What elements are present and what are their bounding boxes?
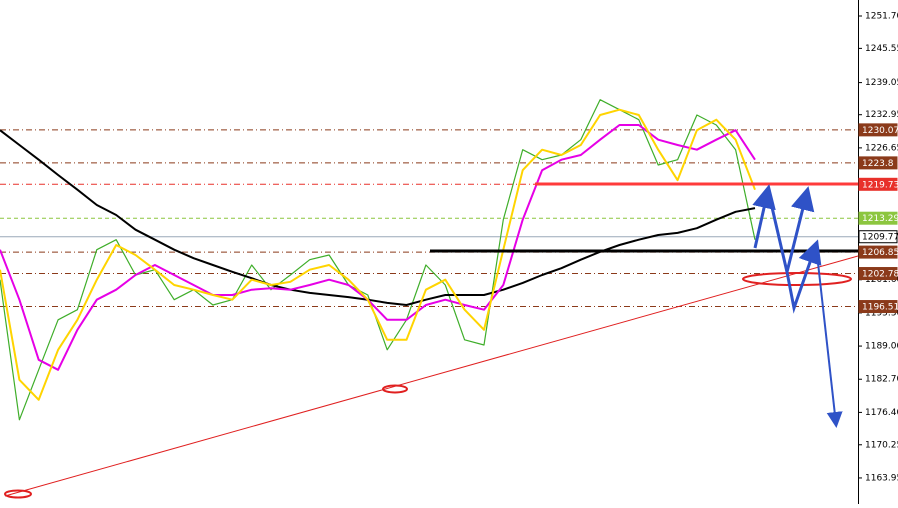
y-tick-label: 1176.40 xyxy=(865,408,898,418)
level-label: 1202.78 xyxy=(862,270,898,280)
levels xyxy=(0,129,858,308)
level-label-box xyxy=(858,267,898,281)
level-label: 1223.8 xyxy=(862,159,894,169)
projection-arrow xyxy=(752,184,776,249)
price-series xyxy=(0,108,756,401)
y-tick-label: 1189.00 xyxy=(865,342,898,352)
level-label-box xyxy=(858,300,898,314)
level-label: 1196.51 xyxy=(862,303,898,313)
y-tick-label: 1195.30 xyxy=(865,308,898,318)
level-label: 1213.29 xyxy=(862,214,898,224)
y-axis: 1251.70 1245.55 1239.05 1232.95 1226.65 1201.… xyxy=(858,12,898,483)
level-label-box xyxy=(858,123,898,137)
y-tick-label: 1239.05 xyxy=(865,78,898,88)
level-label-box xyxy=(858,177,898,191)
level-label-box xyxy=(858,211,898,225)
level-label-box xyxy=(858,245,898,259)
level-label: 1230.07 xyxy=(862,126,898,136)
y-tick-label: 1232.95 xyxy=(865,110,898,120)
level-label: 1206.85 xyxy=(862,248,898,258)
y-tick-label: 1170.25 xyxy=(865,440,898,450)
y-tick-label: 1163.95 xyxy=(865,473,898,483)
level-label: 1209.77 xyxy=(862,233,898,243)
price-series xyxy=(0,124,756,371)
trend-line xyxy=(4,255,859,497)
highlight-ellipse xyxy=(742,272,852,286)
level-label-box xyxy=(858,230,898,244)
price-series xyxy=(0,129,756,306)
level-label-box xyxy=(858,156,898,170)
highlight-ellipse xyxy=(4,489,32,499)
projection-arrow xyxy=(815,244,843,428)
highlight-ellipse xyxy=(382,384,408,394)
series xyxy=(0,99,756,421)
y-tick-label: 1245.55 xyxy=(865,44,898,54)
price-series xyxy=(0,99,756,421)
y-tick-label: 1182.70 xyxy=(865,375,898,385)
y-tick-label: 1226.65 xyxy=(865,143,898,153)
level-label: 1219.73 xyxy=(862,180,898,190)
projection-arrow xyxy=(785,239,822,314)
y-tick-label: 1201.60 xyxy=(865,275,898,285)
y-tick-label: 1251.70 xyxy=(865,12,898,22)
